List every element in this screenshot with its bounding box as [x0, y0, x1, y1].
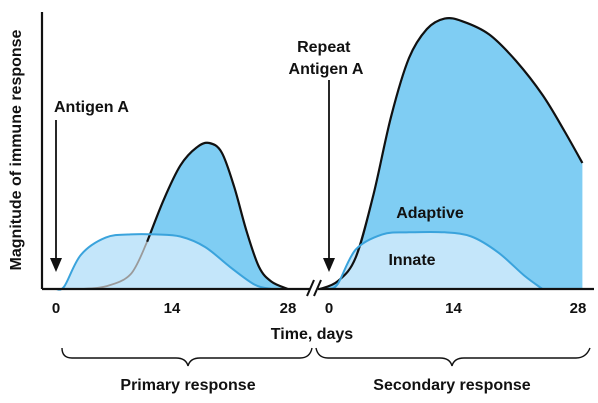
x-axis-label: Time, days	[271, 326, 354, 343]
repeat-antigen-label: Repeat Antigen A	[289, 39, 364, 78]
primary-response-label: Primary response	[120, 377, 255, 394]
primary-tick-14: 14	[164, 300, 181, 317]
axis-break-marker	[306, 279, 322, 297]
innate-label: Innate	[388, 252, 435, 269]
secondary-innate-line	[328, 230, 544, 290]
secondary-adaptive-area	[320, 18, 583, 289]
repeat-antigen-arrow	[323, 80, 335, 272]
secondary-response-label: Secondary response	[373, 377, 531, 394]
primary-tick-0: 0	[52, 300, 60, 317]
primary-innate-line	[55, 233, 272, 291]
secondary-brace	[315, 347, 591, 367]
secondary-adaptive-line	[319, 16, 584, 291]
antigen-a-label: Antigen A	[54, 99, 129, 116]
secondary-tick-14: 14	[445, 300, 462, 317]
x-tick-labels: 0 14 28 0 14 28	[52, 300, 587, 317]
primary-brace	[61, 347, 313, 367]
primary-response-plot	[55, 141, 289, 291]
primary-adaptive-area	[80, 142, 288, 289]
primary-tick-28: 28	[280, 300, 297, 317]
secondary-tick-0: 0	[325, 300, 333, 317]
y-axis-label: Magnitude of immune response	[8, 29, 25, 270]
adaptive-label: Adaptive	[396, 205, 464, 222]
primary-innate-area	[56, 234, 272, 290]
primary-adaptive-line	[146, 141, 289, 291]
secondary-tick-28: 28	[570, 300, 587, 317]
secondary-response-plot	[319, 16, 584, 291]
antigen-a-arrow	[50, 120, 62, 272]
